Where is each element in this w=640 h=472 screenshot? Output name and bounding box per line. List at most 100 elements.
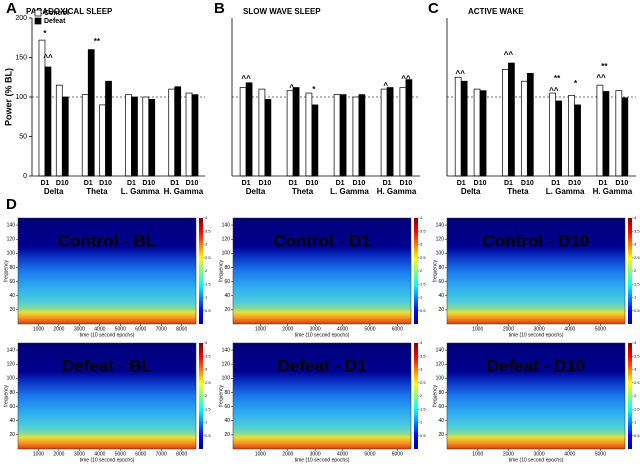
y-tick-label: 100	[436, 376, 445, 382]
group-label: Theta	[292, 187, 314, 196]
y-axis-label: frequency	[432, 385, 438, 407]
colorbar-tick-label: 1	[205, 295, 208, 300]
x-tick-label: D1	[170, 180, 179, 187]
colorbar-tick-label: 1.5	[634, 406, 640, 411]
bar	[549, 92, 557, 177]
y-tick-label: 40	[438, 418, 444, 424]
colorbar-tick-label: 3	[420, 242, 423, 247]
annotation: ^	[289, 83, 294, 92]
group-label: Delta	[461, 187, 481, 196]
x-tick-label: 3000	[534, 451, 545, 457]
x-tick-label: 4000	[94, 451, 105, 457]
bar	[454, 76, 462, 177]
group-label: L. Gamma	[121, 187, 160, 196]
y-tick-label: 140	[222, 347, 231, 353]
y-tick-label: 140	[436, 347, 445, 353]
y-tick-label: 20	[438, 432, 444, 438]
y-tick-label: 140	[222, 222, 231, 228]
bar	[596, 84, 604, 177]
x-tick-label: 3000	[74, 451, 85, 457]
colorbar-tick-label: 4	[205, 215, 208, 220]
y-tick-label: 60	[438, 404, 444, 410]
colorbar-tick-label: 3.5	[420, 353, 426, 358]
plot-frame	[232, 217, 412, 325]
bar	[508, 62, 515, 177]
x-tick-label: 1000	[472, 451, 483, 457]
bar	[502, 68, 509, 177]
y-tick-label: 60	[9, 279, 15, 285]
colorbar-tick-label: 4	[634, 340, 637, 345]
colorbar-tick-label: 0.5	[420, 433, 426, 438]
x-tick-label: 5000	[595, 451, 606, 457]
y-tick-label: 40	[9, 418, 15, 424]
y-tick-label: 120	[7, 362, 16, 368]
x-tick-label: 5000	[364, 326, 375, 332]
y-tick-label: 140	[7, 222, 16, 228]
colorbar-tick-label: 2.5	[634, 380, 640, 385]
x-tick-label: 8000	[176, 326, 187, 332]
bar	[185, 92, 193, 177]
colorbar-tick-label: 1	[205, 420, 208, 425]
y-tick-label: 100	[436, 251, 445, 257]
y-tick-label: 120	[222, 362, 231, 368]
colorbar-tick-label: 3.5	[634, 353, 640, 358]
y-tick-label: 120	[436, 237, 445, 243]
bar	[526, 72, 534, 177]
x-tick-label: D10	[399, 180, 412, 187]
y-tick-label: 20	[9, 307, 15, 313]
colorbar-tick-label: 1.5	[205, 406, 211, 411]
colorbar-tick-label: 2.5	[205, 255, 211, 260]
x-tick-label: 1000	[33, 451, 44, 457]
bar	[131, 96, 138, 177]
colorbar-tick-label: 1.5	[420, 281, 426, 286]
colorbar-tick-label: 0.5	[634, 433, 640, 438]
bar	[239, 87, 247, 177]
bar	[574, 104, 581, 177]
x-tick-label: D10	[305, 180, 318, 187]
x-tick-label: 5000	[595, 326, 606, 332]
x-tick-label: 2000	[53, 451, 64, 457]
colorbar-tick-label: 3	[634, 242, 637, 247]
y-tick-label: 60	[224, 279, 230, 285]
x-tick-label: D10	[258, 180, 271, 187]
y-tick-label: 140	[7, 347, 16, 353]
annotation: *	[43, 29, 47, 38]
x-tick-label: 6000	[135, 326, 146, 332]
legend-label: Defeat	[44, 18, 66, 25]
colorbar-tick-label: 1.5	[420, 406, 426, 411]
y-tick-label: 80	[224, 265, 230, 271]
x-tick-label: 8000	[176, 451, 187, 457]
x-tick-label: 4000	[337, 451, 348, 457]
plot-frame	[446, 217, 626, 325]
x-tick-label: 2000	[282, 451, 293, 457]
colorbar-tick-label: 3	[205, 242, 208, 247]
bar	[352, 96, 360, 177]
x-tick-label: 3000	[310, 451, 321, 457]
x-tick-label: 4000	[337, 326, 348, 332]
colorbar-tick-label: 2	[634, 393, 637, 398]
x-tick-label: D1	[551, 180, 560, 187]
y-tick-label: 80	[9, 265, 15, 271]
bar	[191, 94, 199, 177]
x-tick-label: 2000	[503, 326, 514, 332]
bar	[258, 88, 266, 177]
colorbar-tick-label: 3.5	[420, 228, 426, 233]
colorbar-tick-label: 3.5	[205, 228, 211, 233]
annotation: **	[94, 37, 101, 46]
x-tick-label: 1000	[472, 326, 483, 332]
x-tick-label: D10	[56, 180, 69, 187]
y-tick-label: 40	[224, 418, 230, 424]
x-tick-label: 1000	[255, 326, 266, 332]
annotation: ^^	[241, 74, 251, 83]
plot-frame	[17, 342, 197, 450]
x-tick-label: 5000	[115, 326, 126, 332]
colorbar	[199, 218, 203, 324]
spectrogram-title: Defeat - D1	[278, 356, 367, 375]
colorbar-tick-label: 1.5	[205, 281, 211, 286]
bar	[520, 80, 528, 177]
bar	[61, 96, 69, 177]
x-axis-label: time (10 second epochs)	[509, 457, 564, 463]
colorbar-tick-label: 0.5	[634, 308, 640, 313]
group-label: L. Gamma	[330, 187, 369, 196]
